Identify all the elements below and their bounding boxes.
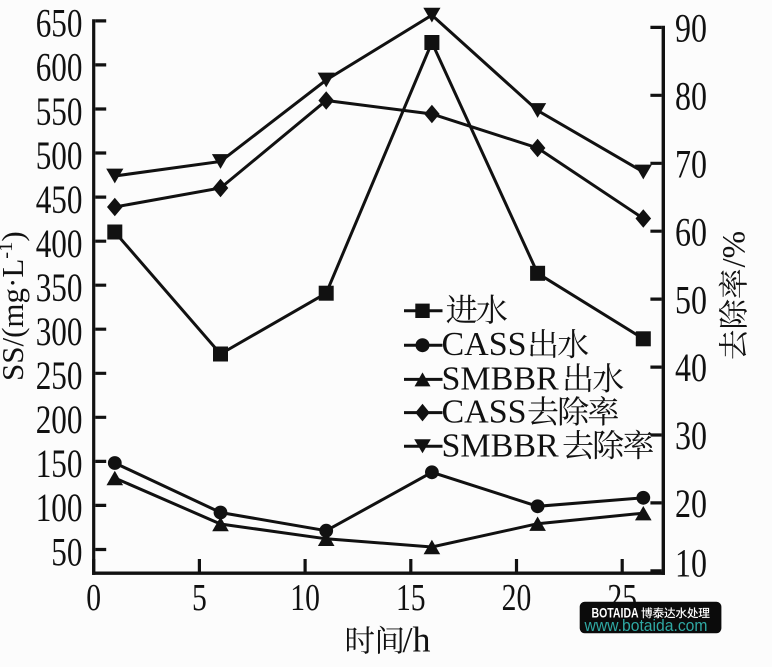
svg-text:15: 15	[396, 578, 426, 619]
svg-text:BOTAIDA: BOTAIDA	[592, 605, 639, 621]
svg-text:0: 0	[86, 578, 101, 619]
svg-text:40: 40	[675, 346, 707, 390]
svg-text:5: 5	[192, 578, 207, 619]
svg-text:200: 200	[36, 397, 83, 442]
svg-text:50: 50	[675, 278, 707, 322]
svg-text:100: 100	[36, 486, 83, 531]
svg-text:650: 650	[36, 1, 83, 46]
svg-text:300: 300	[36, 309, 83, 354]
svg-text:70: 70	[675, 142, 707, 186]
svg-text:CASS: CASS	[442, 326, 527, 363]
svg-text:20: 20	[502, 578, 532, 619]
svg-text:90: 90	[675, 6, 707, 50]
svg-text:10: 10	[290, 578, 320, 619]
svg-text:500: 500	[36, 133, 83, 178]
svg-text:60: 60	[675, 210, 707, 254]
svg-text:30: 30	[675, 414, 707, 458]
svg-text:350: 350	[36, 265, 83, 310]
svg-text:CASS: CASS	[442, 394, 527, 431]
svg-text:/%: /%	[717, 231, 753, 268]
svg-text:www.botaida.com: www.botaida.com	[584, 618, 708, 635]
svg-text:550: 550	[36, 89, 83, 134]
svg-text:10: 10	[675, 541, 707, 585]
svg-text:450: 450	[36, 177, 83, 222]
svg-text:400: 400	[36, 221, 83, 266]
svg-text:250: 250	[36, 353, 83, 398]
svg-text:150: 150	[36, 442, 83, 487]
svg-text:SMBBR: SMBBR	[442, 360, 559, 397]
svg-text:80: 80	[675, 74, 707, 118]
svg-text:20: 20	[675, 482, 707, 526]
svg-text:50: 50	[51, 530, 82, 575]
svg-text:600: 600	[36, 45, 83, 90]
svg-text:SMBBR: SMBBR	[442, 427, 559, 464]
svg-text:/h: /h	[403, 620, 431, 660]
